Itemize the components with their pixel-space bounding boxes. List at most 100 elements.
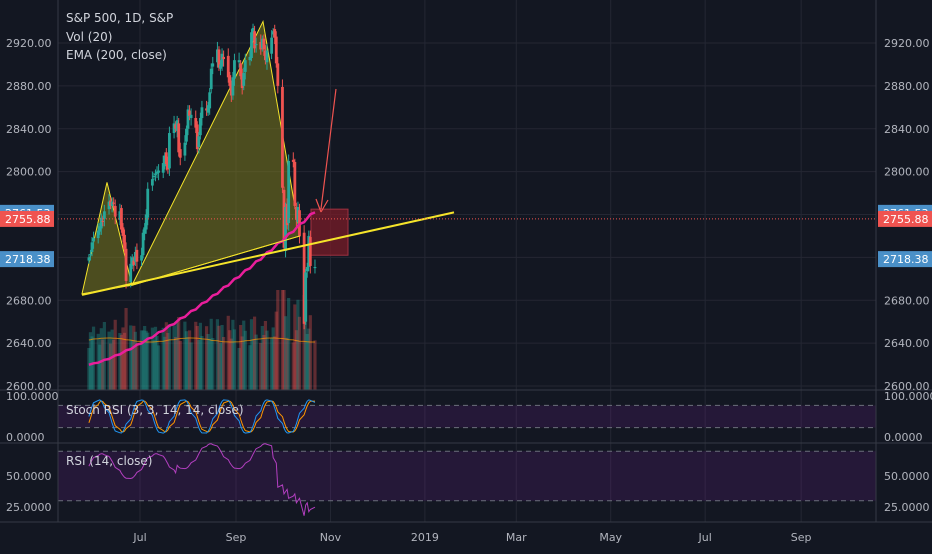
volume-bar — [198, 322, 202, 390]
x-tick: Jul — [132, 531, 146, 544]
price-label-bg — [878, 210, 932, 227]
legend-volume: Vol (20) — [66, 30, 112, 44]
candle — [141, 229, 145, 259]
y-tick-left: 2800.00 — [6, 166, 52, 179]
candle-body — [107, 201, 111, 210]
volume-bar — [283, 316, 288, 390]
candle-body — [154, 173, 157, 175]
y-tick-left: 2600.00 — [6, 380, 52, 393]
volume-bar — [164, 322, 168, 390]
volume-bar — [313, 340, 317, 390]
volume-bar — [215, 319, 220, 390]
candle-body — [195, 124, 199, 150]
candle — [172, 115, 176, 139]
candle-body — [260, 38, 264, 49]
candle-body — [109, 200, 112, 206]
volume-bar — [222, 337, 226, 390]
volume-bar — [129, 325, 133, 390]
candle-body — [284, 206, 287, 251]
arrow-shaft — [320, 88, 337, 210]
volume-bar — [152, 340, 156, 390]
volume-bar — [249, 319, 254, 390]
rsi-title: RSI (14, close) — [66, 454, 152, 468]
candle-body — [92, 238, 95, 242]
candle — [206, 101, 210, 116]
volume-bar — [206, 334, 210, 390]
target-box — [310, 208, 349, 256]
volume-bar — [231, 319, 235, 390]
candle — [107, 194, 111, 215]
candle — [239, 60, 243, 80]
x-tick: Mar — [506, 531, 527, 544]
y-tick-left: 2840.00 — [6, 123, 52, 136]
candle-body — [211, 63, 215, 67]
candle — [273, 24, 277, 45]
candle — [211, 56, 215, 75]
price-label-left: 2755.88 — [5, 213, 51, 226]
volume-bar — [293, 304, 297, 390]
volume-bar — [197, 339, 201, 390]
price-label-left: 2718.38 — [5, 253, 51, 266]
volume-bar — [98, 344, 102, 390]
candle — [220, 48, 224, 71]
y-tick-right: 2920.00 — [884, 37, 930, 50]
candle — [87, 254, 91, 264]
candle — [154, 169, 157, 182]
candle — [123, 229, 126, 254]
rsi-tick-left: 25.0000 — [6, 501, 52, 514]
volume-bar — [155, 335, 159, 390]
volume-bar — [167, 324, 172, 390]
volume-bar — [287, 298, 291, 390]
volume-bar — [280, 290, 285, 390]
candle-body — [124, 248, 128, 281]
volume-bar — [271, 327, 275, 390]
candle — [124, 242, 128, 289]
volume-bar — [208, 338, 212, 390]
candle-body — [240, 73, 244, 89]
candle — [219, 60, 222, 76]
volume-bar — [307, 328, 311, 390]
arrow-head — [315, 198, 329, 213]
candle — [144, 209, 148, 234]
volume-bar — [263, 321, 268, 390]
volume-bar — [254, 334, 258, 390]
volume-bar — [175, 321, 179, 390]
volume-bar — [156, 345, 161, 390]
candle — [161, 155, 165, 179]
candle — [242, 67, 246, 91]
candle-body — [276, 63, 280, 86]
volume-bar — [87, 348, 91, 390]
candle — [222, 50, 226, 67]
candle — [291, 152, 295, 168]
candle — [285, 198, 289, 230]
candle-body — [254, 44, 258, 46]
candle — [157, 164, 160, 181]
volume-bar — [285, 337, 289, 390]
volume-bar — [139, 330, 144, 390]
candle — [284, 202, 287, 258]
candle — [92, 231, 95, 249]
stoch-tick-left: 100.0000 — [6, 390, 59, 403]
candle-body — [264, 50, 267, 61]
volume-bar — [186, 337, 190, 390]
candle-body — [285, 203, 289, 226]
candle-body — [226, 55, 230, 78]
candle — [152, 172, 156, 181]
candle-body — [185, 128, 188, 142]
candle — [132, 256, 136, 272]
candle — [186, 105, 190, 136]
candle — [259, 34, 263, 55]
candle-body — [217, 49, 221, 68]
candle — [296, 201, 300, 227]
candle — [99, 213, 103, 235]
rsi-line — [88, 443, 316, 516]
candle-body — [253, 31, 256, 49]
candle-body — [87, 257, 91, 261]
candle-body — [172, 123, 176, 134]
candle-body — [229, 84, 233, 96]
candle — [164, 148, 168, 171]
volume-bar — [146, 332, 150, 390]
candle — [205, 100, 208, 116]
candle-body — [220, 53, 224, 67]
candle — [197, 131, 201, 154]
